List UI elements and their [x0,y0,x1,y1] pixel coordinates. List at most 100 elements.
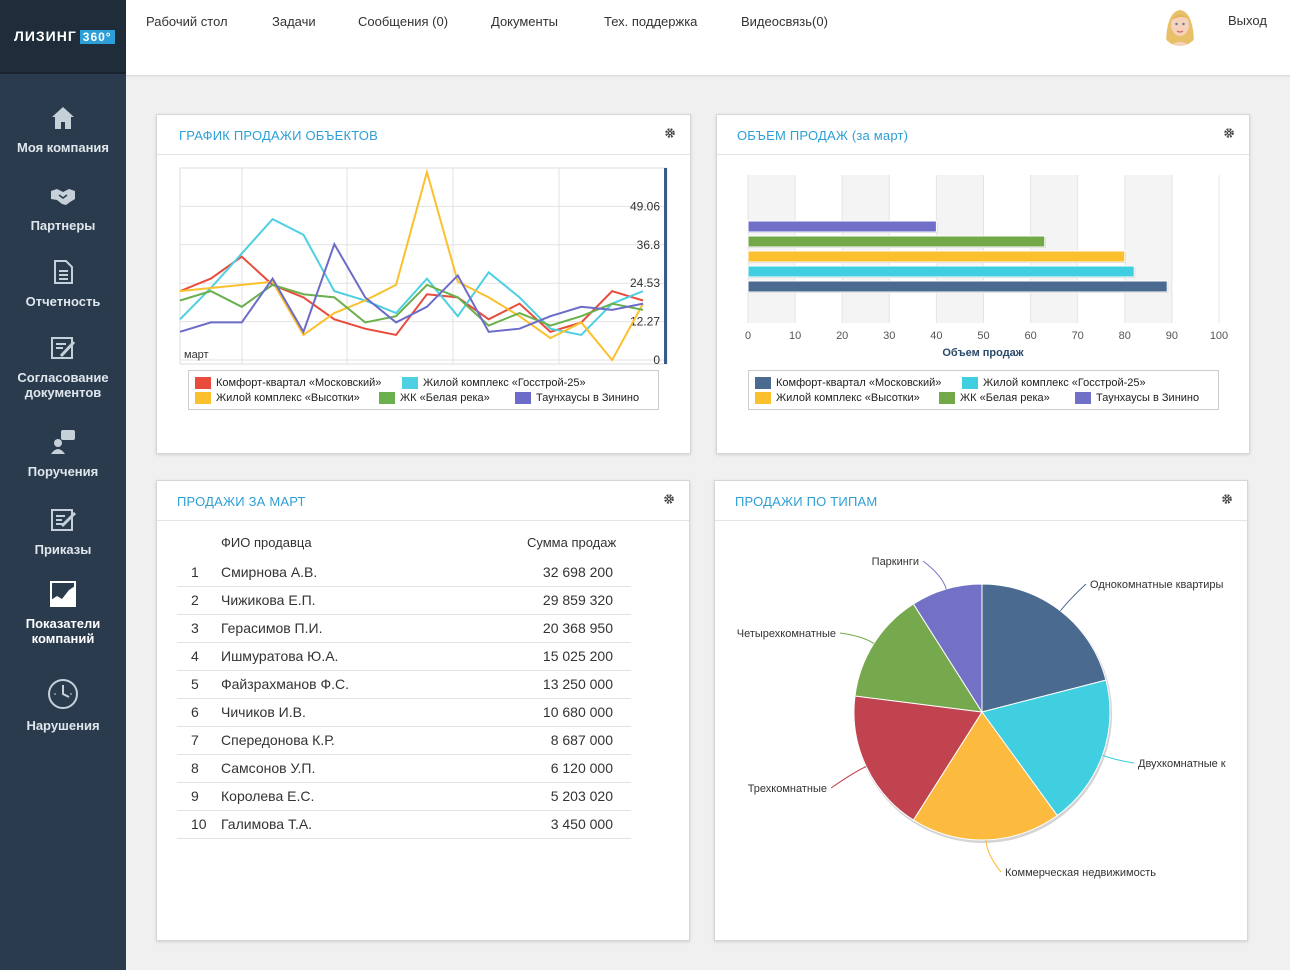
x-axis-title: Объем продаж [942,347,1023,359]
table-row[interactable]: 8 Самсонов У.П. 6 120 000 [177,755,631,783]
chart-icon [50,581,76,607]
series-line-4 [179,241,644,335]
nav-support[interactable]: Тех. поддержка [604,14,698,29]
sidebar-item-reports[interactable]: Отчетность [0,258,126,309]
user-avatar[interactable] [1162,4,1198,46]
gear-icon[interactable] [663,493,675,505]
row-number: 8 [191,760,199,776]
legend-swatch [939,392,955,404]
bar-3 [747,265,1135,278]
nav-tasks[interactable]: Задачи [272,14,316,29]
home-icon [52,107,74,129]
nav-desktop[interactable]: Рабочий стол [146,14,228,29]
sidebar-item-approval[interactable]: Согласование документов [0,334,126,400]
panel-header: ОБЪЕМ ПРОДАЖ (за март) [717,115,1249,155]
table-row[interactable]: 2 Чижикова Е.П. 29 859 320 [177,587,631,615]
bar-chart-panel: ОБЪЕМ ПРОДАЖ (за март) 0 10 20 30 40 50 60 70 80… [716,114,1250,454]
sidebar-item-violations[interactable]: Нарушения [0,678,126,733]
pie-label: Однокомнатные квартиры [1090,579,1224,591]
sales-sum: 13 250 000 [542,676,613,692]
pie-label: Трехкомнатные [748,783,827,795]
bar-4 [747,280,1168,293]
bar-chart: 0 10 20 30 40 50 60 70 80 90 100 Объем продаж [745,175,1228,359]
sidebar-item-label: Моя компания [16,140,110,155]
legend-item[interactable]: Таунхаусы в Зинино [1075,392,1199,406]
column-header-seller[interactable]: ФИО продавца [221,535,312,550]
pie-chart: Однокомнатные квартиры Двухкомнатные к Ком… [737,556,1226,879]
x-tick-label: 50 [977,330,989,342]
legend-item[interactable]: Жилой комплекс «Высотки» [755,392,920,406]
panel-header: ПРОДАЖИ ПО ТИПАМ [715,481,1247,521]
x-tick-label: 40 [930,330,942,342]
sidebar-item-assignments[interactable]: Поручения [0,428,126,479]
sales-sum: 3 450 000 [550,816,613,832]
table-row[interactable]: 9 Королева Е.С. 5 203 020 [177,783,631,811]
table-row[interactable]: 7 Спередонова К.Р. 8 687 000 [177,727,631,755]
x-tick-label: 60 [1024,330,1036,342]
logout-link[interactable]: Выход [1228,13,1267,28]
sidebar-item-orders[interactable]: Приказы [0,506,126,557]
seller-name: Галимова Т.А. [221,816,313,832]
sales-sum: 5 203 020 [550,788,613,804]
bar-0 [747,220,937,233]
handshake-icon [51,189,75,205]
legend-swatch [1075,392,1091,404]
legend-item[interactable]: Таунхаусы в Зинино [515,392,639,406]
sidebar-item-partners[interactable]: Партнеры [0,182,126,233]
legend-swatch [195,392,211,404]
legend-item[interactable]: Жилой комплекс «Госстрой-25» [402,377,586,391]
legend-swatch [379,392,395,404]
legend-label: Комфорт-квартал «Московский» [776,377,942,389]
panel-title: ГРАФИК ПРОДАЖИ ОБЪЕКТОВ [179,128,378,143]
row-number: 6 [191,704,199,720]
bar-chart-legend: Комфорт-квартал «Московский» Жилой компл… [748,370,1219,410]
document-icon [54,260,73,284]
table-row[interactable]: 10 Галимова Т.А. 3 450 000 [177,811,631,839]
seller-name: Смирнова А.В. [221,564,318,580]
pie-label-line [985,839,1002,873]
logo-bar: ЛИЗИНГ 360° [0,0,126,74]
gear-icon[interactable] [1223,127,1235,139]
table-row[interactable]: 5 Файзрахманов Ф.С. 13 250 000 [177,671,631,699]
legend-item[interactable]: Комфорт-квартал «Московский» [755,377,941,391]
nav-video-call[interactable]: Видеосвязь(0) [741,14,828,29]
sales-table-panel: ПРОДАЖИ ЗА МАРТ ФИО продавца Сумма прода… [156,480,690,941]
table-row[interactable]: 6 Чичиков И.В. 10 680 000 [177,699,631,727]
gear-icon[interactable] [664,127,676,139]
legend-item[interactable]: Жилой комплекс «Госстрой-25» [962,377,1146,391]
seller-name: Герасимов П.И. [221,620,323,636]
legend-item[interactable]: Комфорт-квартал «Московский» [195,377,381,391]
pie-label: Двухкомнатные к [1138,758,1226,770]
pie-slice-1 [981,679,1111,817]
legend-item[interactable]: ЖК «Белая река» [939,392,1050,406]
sales-sum: 29 859 320 [542,592,613,608]
column-header-sum[interactable]: Сумма продаж [527,535,617,550]
legend-swatch [402,377,418,389]
app-logo[interactable]: ЛИЗИНГ 360° [14,28,115,44]
panel-title: ПРОДАЖИ ЗА МАРТ [177,494,306,509]
legend-swatch [755,392,771,404]
nav-documents[interactable]: Документы [491,14,559,29]
x-tick-label: 70 [1072,330,1084,342]
sidebar-gap [126,734,132,970]
x-tick-label: 90 [1166,330,1178,342]
table-row[interactable]: 1 Смирнова А.В. 32 698 200 [177,559,631,587]
nav-messages[interactable]: Сообщения (0) [358,14,449,29]
panel-header: ГРАФИК ПРОДАЖИ ОБЪЕКТОВ [157,115,690,155]
table-row[interactable]: 3 Герасимов П.И. 20 368 950 [177,615,631,643]
legend-item[interactable]: Жилой комплекс «Высотки» [195,392,360,406]
row-number: 1 [191,564,199,580]
legend-label: Жилой комплекс «Высотки» [216,392,360,404]
gear-icon[interactable] [1221,493,1233,505]
y-tick-label: 24.53 [630,276,660,290]
legend-item[interactable]: ЖК «Белая река» [379,392,490,406]
sidebar-item-my-company[interactable]: Моя компания [0,104,126,155]
legend-swatch [195,377,211,389]
top-bar: Рабочий стол Задачи Сообщения (0) Докуме… [126,0,1290,76]
sidebar-item-company-indicators[interactable]: Показатели компаний [0,580,126,646]
legend-label: Жилой комплекс «Госстрой-25» [423,377,586,389]
bar-2 [747,250,1126,263]
x-tick-label: 80 [1119,330,1131,342]
table-row[interactable]: 4 Ишмуратова Ю.А. 15 025 200 [177,643,631,671]
x-tick-label: 30 [883,330,895,342]
